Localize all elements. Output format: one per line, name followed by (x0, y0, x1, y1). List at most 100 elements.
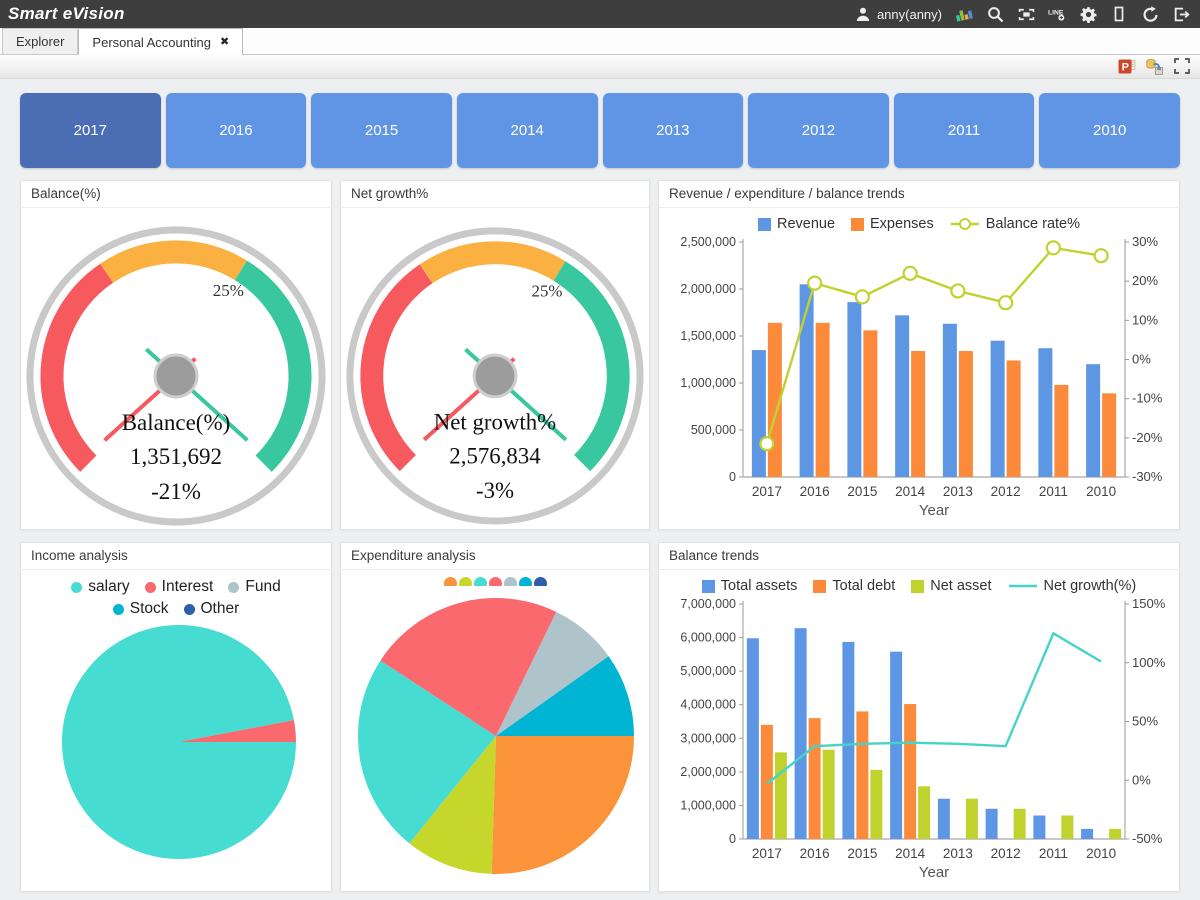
exit-icon[interactable] (1172, 5, 1190, 23)
gauge-title: Net growth% (434, 409, 556, 434)
search-icon[interactable] (986, 5, 1004, 23)
fullscreen-icon[interactable] (1174, 58, 1192, 75)
year-button-2012[interactable]: 2012 (748, 93, 889, 168)
color-chart-icon[interactable] (955, 5, 973, 23)
x-axis-tick-label: 2012 (991, 846, 1021, 861)
pie-slice-interest (179, 720, 296, 742)
legend-dot-2[interactable] (473, 577, 487, 586)
chart-legend: Total assets Total debt Net asset Net growt… (665, 572, 1173, 596)
portrait-mode-icon[interactable] (1110, 5, 1128, 23)
year-button-2016[interactable]: 2016 (165, 93, 307, 168)
refresh-icon[interactable] (1141, 5, 1159, 23)
pie-slice-3 (380, 598, 557, 736)
tab-explorer[interactable]: Explorer (2, 28, 79, 54)
tab-label: Explorer (16, 34, 65, 49)
line-share-icon[interactable]: LINE (1048, 5, 1066, 23)
x-axis-tick-label: 2011 (1039, 484, 1068, 499)
year-button-2010[interactable]: 2010 (1039, 93, 1180, 168)
screen-icon[interactable] (1017, 5, 1035, 23)
legend-item-other[interactable]: Other (183, 600, 239, 618)
user-icon (854, 5, 872, 23)
legend-dot-3[interactable] (488, 577, 502, 586)
panel-income-analysis: Income analysis salary Interest Fund Stock O… (20, 542, 332, 892)
x-axis-tick-label: 2013 (943, 846, 973, 861)
right-axis-tick-label: 20% (1132, 273, 1158, 288)
legend-dot-0[interactable] (443, 577, 457, 586)
x-axis-tick-label: 2017 (752, 484, 782, 499)
year-button-2013[interactable]: 2013 (602, 93, 744, 168)
right-axis-tick-label: 10% (1132, 312, 1158, 327)
legend-dot-4[interactable] (503, 577, 517, 586)
legend-label: Net growth(%) (1043, 578, 1137, 594)
legend-item-stock[interactable]: Stock (112, 600, 169, 618)
panel-revenue-trends: Revenue / expenditure / balance trends R… (658, 180, 1180, 530)
y-axis-tick-label: 5,000,000 (680, 664, 736, 678)
tab-personal-accounting[interactable]: Personal Accounting ✖ (78, 28, 244, 55)
right-axis-tick-label: -10% (1132, 391, 1163, 406)
panel-title: Net growth% (341, 181, 649, 208)
year-button-2014[interactable]: 2014 (456, 93, 598, 168)
x-axis-tick-label: 2010 (1086, 846, 1116, 861)
legend-label: Total assets (720, 578, 798, 594)
bar-series-revenue (751, 284, 1101, 477)
tab-close-icon[interactable]: ✖ (219, 35, 230, 48)
gauge-hub (472, 353, 518, 398)
gauge-title: Balance(%) (122, 410, 231, 435)
revenue-trends-chart: Revenue Expenses Balance rate% 0 500,000 1,00… (659, 208, 1179, 529)
y-axis-tick-label: 0 (729, 832, 736, 846)
legend-item-revenue[interactable]: Revenue (757, 216, 836, 232)
pie-chart (62, 624, 297, 859)
gauge-chart: 25% Net growth% 2,576,834 -3% (346, 226, 644, 524)
pie-legend-dots (341, 577, 649, 586)
legend-item-salary[interactable]: salary (71, 578, 130, 596)
y-axis-tick-label: 0 (729, 470, 736, 484)
toolbar: P (0, 55, 1200, 79)
x-axis-tick-label: 2014 (895, 846, 926, 861)
right-axis-tick-label: -20% (1132, 430, 1163, 445)
y-axis-tick-label: 3,000,000 (680, 731, 736, 745)
y-axis-tick-label: 2,000,000 (680, 765, 736, 779)
balance-gauge-chart: 25% Balance(%) 1,351,692 -21% (21, 208, 331, 529)
legend-item-net-asset[interactable]: Net asset (911, 578, 992, 594)
legend-line-marker (950, 218, 979, 230)
legend-square-marker (851, 217, 865, 231)
settings-gear-icon[interactable] (1079, 5, 1097, 23)
gauge-segment-1 (100, 240, 247, 283)
panel-net-growth-gauge: Net growth% 25% Net growth% 2,576,834 -3% (340, 180, 650, 530)
year-button-2015[interactable]: 2015 (311, 93, 452, 168)
legend-dot-1[interactable] (458, 577, 472, 586)
legend-dot (144, 581, 156, 593)
panel-title: Balance trends (659, 543, 1179, 570)
bar-series-net-asset (774, 749, 1122, 839)
legend-dot-6[interactable] (533, 577, 547, 586)
legend-item-balance-rate[interactable]: Balance rate% (950, 216, 1080, 232)
legend-item-total-assets[interactable]: Total assets (701, 578, 798, 594)
pie-slice-2 (358, 660, 496, 844)
chart-legend: Revenue Expenses Balance rate% (665, 210, 1173, 234)
user-menu[interactable]: anny(anny) (854, 5, 942, 23)
legend-item-interest[interactable]: Interest (144, 578, 213, 596)
powerpoint-export-icon[interactable]: P (1118, 58, 1136, 75)
legend-item-net-growth[interactable]: Net growth(%) (1008, 578, 1137, 594)
legend-item-fund[interactable]: Fund (228, 578, 281, 596)
export-data-icon[interactable] (1146, 58, 1164, 75)
panel-title: Expenditure analysis (341, 543, 649, 570)
legend-item-total-debt[interactable]: Total debt (813, 578, 895, 594)
legend-item-expenses[interactable]: Expenses (851, 216, 934, 232)
right-axis-tick-label: 0% (1132, 352, 1151, 367)
x-axis-tick-label: 2010 (1086, 484, 1116, 499)
gauge-scale-label: 25% (532, 281, 563, 300)
gauge-segment-1 (419, 240, 566, 283)
gauge-chart: 25% Balance(%) 1,351,692 -21% (26, 226, 326, 525)
legend-label: Revenue (776, 216, 836, 232)
legend-dot (183, 603, 195, 615)
y-axis-tick-label: 7,000,000 (680, 597, 736, 611)
y-axis-tick-label: 1,000,000 (680, 798, 736, 812)
legend-label: Balance rate% (985, 216, 1081, 232)
legend-line-marker (1008, 584, 1037, 588)
year-button-2011[interactable]: 2011 (893, 93, 1035, 168)
year-button-2017[interactable]: 2017 (20, 93, 161, 168)
legend-dot-5[interactable] (518, 577, 532, 586)
panel-title: Revenue / expenditure / balance trends (659, 181, 1179, 208)
